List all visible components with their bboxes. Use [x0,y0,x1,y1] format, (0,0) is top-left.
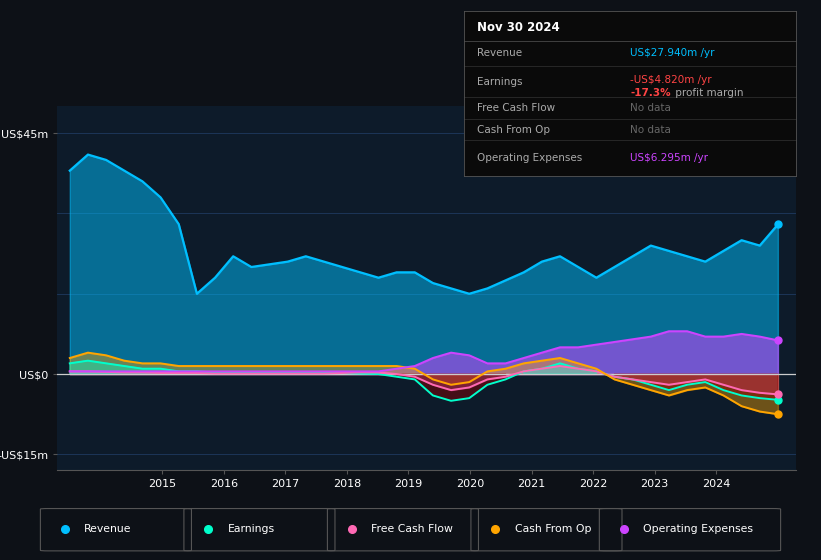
Text: Free Cash Flow: Free Cash Flow [371,524,453,534]
Text: Cash From Op: Cash From Op [477,125,550,135]
Text: US$6.295m /yr: US$6.295m /yr [631,153,709,163]
Text: Operating Expenses: Operating Expenses [643,524,753,534]
Text: No data: No data [631,103,671,113]
Text: Revenue: Revenue [477,48,522,58]
Text: Earnings: Earnings [477,77,523,87]
Text: Earnings: Earnings [227,524,275,534]
Text: Nov 30 2024: Nov 30 2024 [477,21,560,34]
Text: Free Cash Flow: Free Cash Flow [477,103,555,113]
Text: profit margin: profit margin [672,88,743,98]
Text: Revenue: Revenue [85,524,131,534]
Text: Operating Expenses: Operating Expenses [477,153,582,163]
Text: -US$4.820m /yr: -US$4.820m /yr [631,74,712,85]
Text: Cash From Op: Cash From Op [515,524,591,534]
Text: -17.3%: -17.3% [631,88,671,98]
Text: US$27.940m /yr: US$27.940m /yr [631,48,714,58]
Text: No data: No data [631,125,671,135]
